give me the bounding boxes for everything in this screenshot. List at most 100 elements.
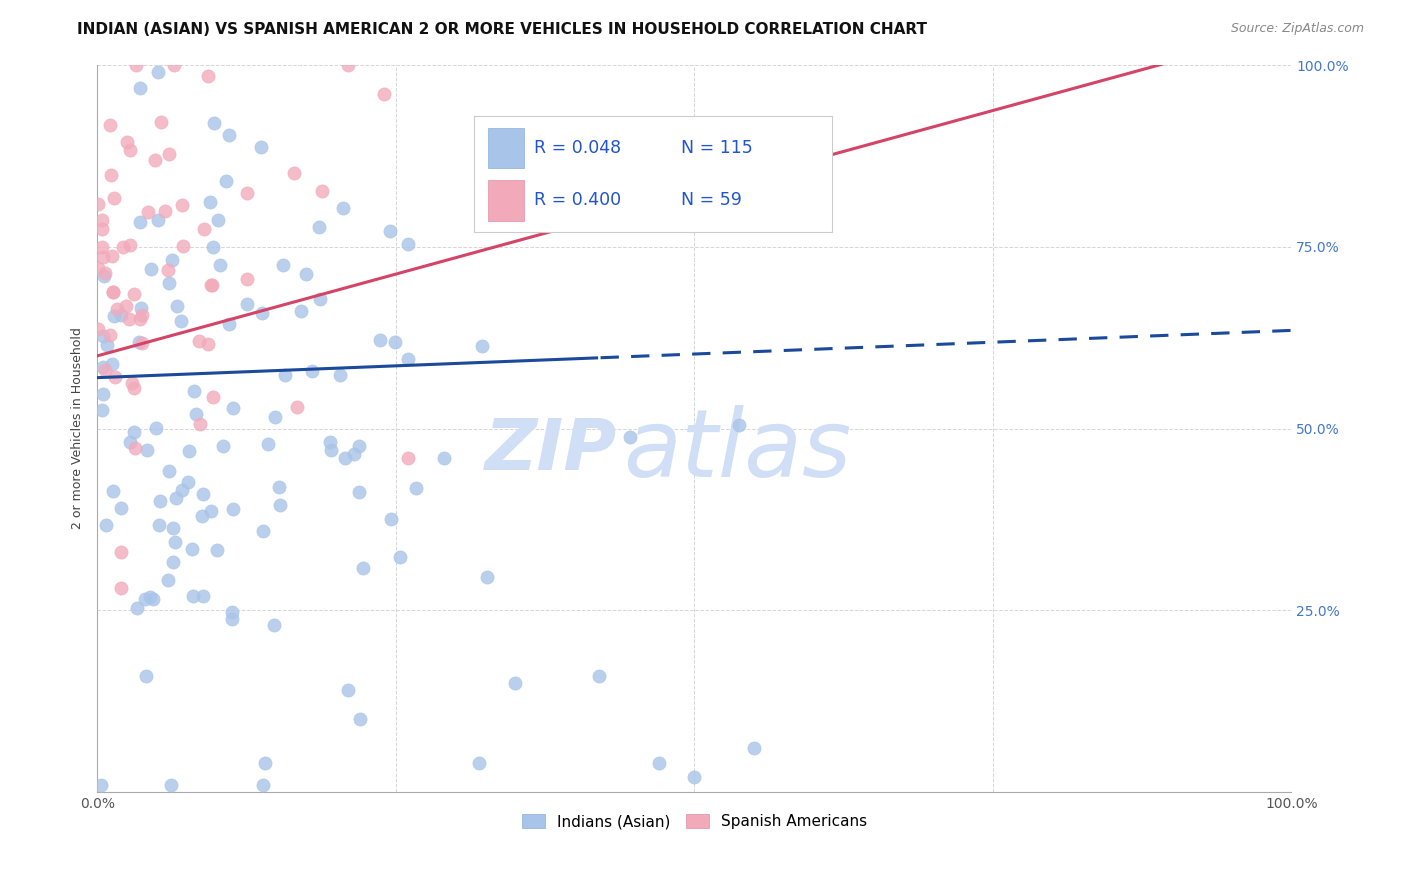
- Point: [145, 421, 167, 435]
- Point: [212, 439, 235, 453]
- Point: [186, 407, 208, 421]
- Point: [100, 168, 122, 182]
- Point: [319, 434, 342, 449]
- Point: [170, 198, 193, 212]
- Point: [215, 174, 238, 188]
- Point: [129, 301, 152, 315]
- Point: [396, 351, 419, 366]
- Point: [103, 191, 125, 205]
- Point: [121, 376, 143, 390]
- Point: [136, 204, 159, 219]
- Point: [191, 589, 214, 603]
- Point: [193, 221, 215, 235]
- Point: [157, 464, 180, 478]
- Point: [91, 250, 114, 264]
- Legend: Indians (Asian), Spanish Americans: Indians (Asian), Spanish Americans: [516, 808, 873, 835]
- Point: [236, 186, 259, 200]
- Point: [134, 592, 156, 607]
- Point: [236, 271, 259, 285]
- Point: [91, 387, 114, 401]
- Point: [201, 390, 224, 404]
- Point: [110, 582, 132, 596]
- Point: [202, 116, 225, 130]
- Point: [301, 364, 323, 378]
- Point: [207, 212, 229, 227]
- Point: [157, 147, 180, 161]
- Point: [683, 771, 706, 785]
- Point: [221, 612, 243, 626]
- Point: [503, 676, 526, 690]
- Point: [191, 509, 214, 524]
- Point: [176, 475, 198, 490]
- Point: [471, 339, 494, 353]
- Point: [290, 303, 312, 318]
- Point: [118, 238, 141, 252]
- Point: [149, 493, 172, 508]
- Point: [252, 778, 274, 792]
- Point: [218, 317, 240, 331]
- Point: [208, 259, 231, 273]
- Point: [378, 223, 401, 237]
- Point: [129, 312, 152, 326]
- Point: [295, 268, 318, 282]
- Text: atlas: atlas: [623, 405, 851, 496]
- Point: [124, 442, 146, 456]
- Point: [90, 222, 112, 236]
- Point: [332, 201, 354, 215]
- Point: [90, 778, 112, 792]
- Point: [91, 402, 114, 417]
- Point: [128, 334, 150, 349]
- Point: [148, 518, 170, 533]
- Point: [166, 299, 188, 313]
- Point: [98, 118, 121, 132]
- Point: [221, 605, 243, 619]
- Point: [87, 197, 110, 211]
- Point: [87, 322, 110, 336]
- Point: [87, 260, 110, 275]
- Point: [124, 381, 146, 395]
- Point: [384, 335, 406, 350]
- Point: [352, 561, 374, 575]
- Point: [91, 329, 114, 343]
- Point: [201, 239, 224, 253]
- Point: [349, 712, 371, 726]
- Point: [728, 417, 751, 432]
- Point: [388, 549, 411, 564]
- Point: [129, 80, 152, 95]
- Point: [179, 443, 201, 458]
- Point: [205, 542, 228, 557]
- Point: [200, 195, 222, 210]
- Point: [347, 440, 370, 454]
- Point: [191, 487, 214, 501]
- Point: [588, 668, 610, 682]
- Point: [236, 296, 259, 310]
- Point: [105, 302, 128, 317]
- Point: [124, 286, 146, 301]
- Point: [169, 314, 191, 328]
- Point: [162, 555, 184, 569]
- Point: [187, 334, 209, 348]
- Point: [309, 292, 332, 306]
- Point: [200, 504, 222, 518]
- Point: [162, 521, 184, 535]
- Point: [477, 570, 499, 584]
- Point: [197, 336, 219, 351]
- Point: [468, 756, 491, 770]
- Point: [396, 236, 419, 251]
- Point: [118, 143, 141, 157]
- Point: [274, 368, 297, 383]
- Point: [172, 239, 194, 253]
- Point: [103, 484, 125, 499]
- Point: [165, 535, 187, 549]
- Point: [110, 545, 132, 559]
- Point: [118, 435, 141, 450]
- Point: [201, 277, 224, 292]
- Point: [264, 409, 287, 424]
- Point: [153, 204, 176, 219]
- Point: [101, 357, 124, 371]
- Point: [433, 451, 456, 466]
- Point: [287, 401, 309, 415]
- Point: [125, 601, 148, 615]
- Point: [131, 336, 153, 351]
- Point: [742, 741, 765, 756]
